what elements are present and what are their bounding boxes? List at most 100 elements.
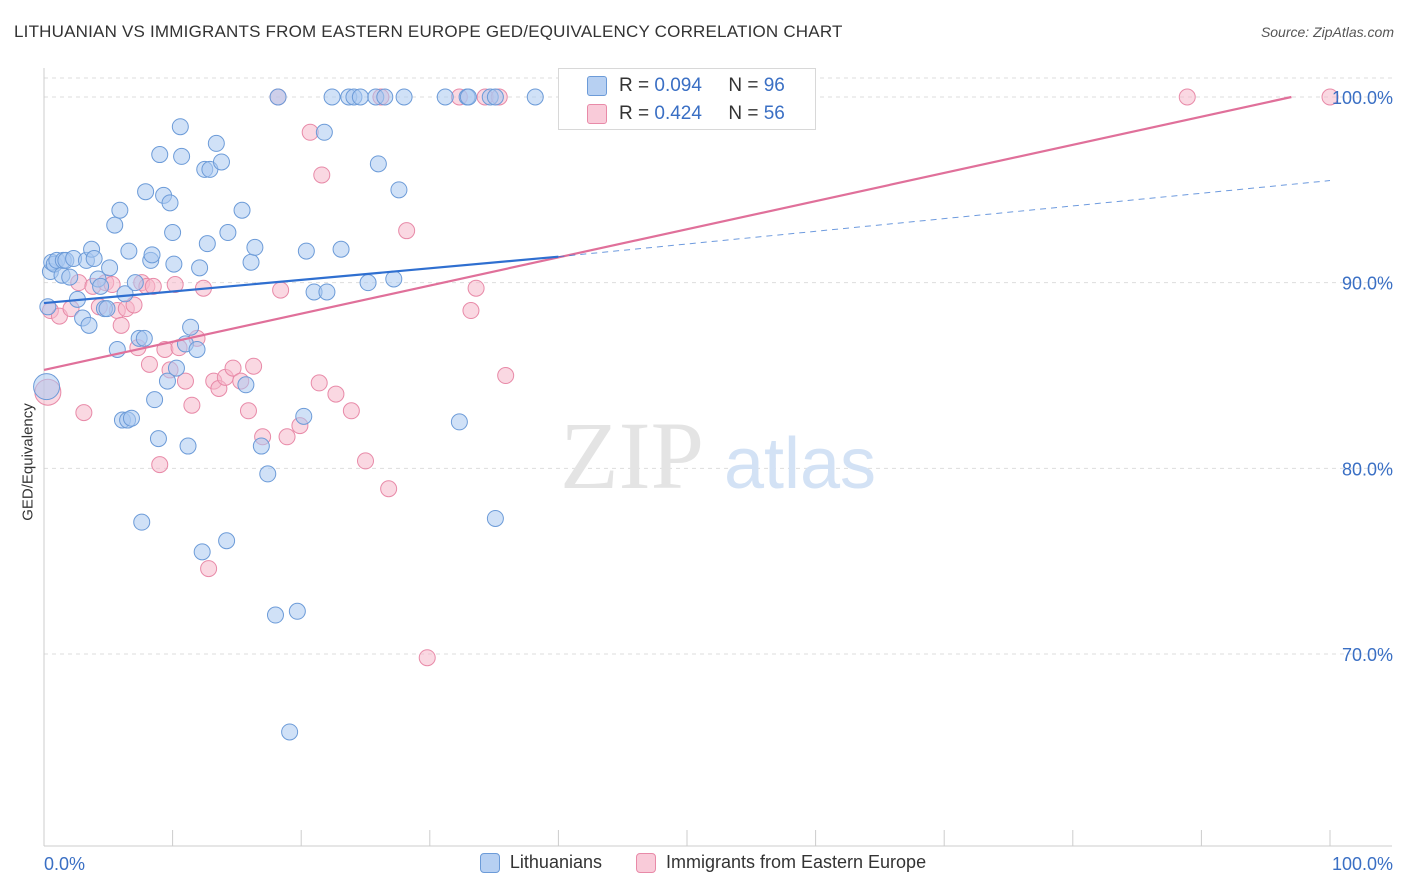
data-point: [398, 222, 416, 240]
data-point: [242, 253, 260, 271]
data-point: [418, 649, 436, 667]
data-point: [436, 88, 454, 106]
chart-title: LITHUANIAN VS IMMIGRANTS FROM EASTERN EU…: [14, 22, 843, 41]
r-label: R =: [619, 103, 650, 124]
n-value: 96: [763, 75, 785, 96]
data-point: [497, 367, 515, 384]
data-point: [252, 437, 270, 455]
data-point: [259, 465, 277, 483]
data-point: [272, 281, 290, 299]
data-point: [164, 224, 182, 242]
watermark-atlas: atlas: [724, 424, 876, 504]
n-label: N =: [728, 75, 759, 96]
data-point: [224, 359, 242, 377]
axes: [43, 68, 1392, 847]
y-tick-label: 100.0%: [1332, 88, 1393, 108]
data-point: [173, 147, 191, 165]
trend-lines: [43, 95, 1331, 372]
data-point: [351, 88, 369, 106]
r-value: 0.094: [654, 75, 702, 96]
data-point: [143, 246, 161, 264]
watermark: ZIP atlas: [560, 402, 876, 509]
data-point: [332, 240, 350, 258]
data-point: [266, 606, 284, 624]
n-value: 56: [763, 103, 785, 124]
stats-row-lithuanians: R = 0.094 N = 96: [587, 73, 785, 99]
data-point: [106, 216, 124, 234]
data-point: [310, 374, 328, 392]
data-point: [182, 318, 200, 336]
data-point: [135, 329, 153, 347]
data-point: [297, 242, 315, 260]
data-point: [269, 88, 287, 106]
data-point: [101, 259, 119, 277]
data-point: [200, 560, 218, 578]
trend-line-lithuanians: [43, 255, 559, 305]
data-point: [183, 396, 201, 414]
series-legend: Lithuanians Immigrants from Eastern Euro…: [0, 852, 1406, 873]
x-tick-label: 100.0%: [1332, 854, 1393, 874]
data-point: [315, 123, 333, 141]
data-point: [342, 402, 360, 420]
data-point: [376, 88, 394, 106]
data-point: [245, 357, 263, 375]
tick-labels: 70.0% 80.0% 90.0% 100.0% 0.0% 100.0%: [44, 88, 1393, 874]
data-point: [281, 723, 299, 741]
data-point: [359, 274, 377, 292]
data-point: [122, 409, 140, 427]
data-point: [171, 118, 189, 136]
data-point: [125, 296, 143, 314]
data-point: [137, 183, 155, 201]
data-point: [327, 385, 345, 403]
data-point: [158, 372, 176, 390]
data-point: [278, 428, 296, 446]
data-point: [85, 250, 103, 268]
data-point: [112, 316, 130, 334]
data-point: [467, 279, 485, 297]
data-point: [301, 123, 319, 141]
data-point: [233, 201, 251, 219]
data-point: [80, 316, 98, 334]
y-tick-label: 80.0%: [1342, 459, 1393, 479]
r-value: 0.424: [654, 103, 702, 124]
data-point: [126, 274, 144, 292]
data-point: [323, 88, 341, 106]
data-point: [486, 509, 504, 527]
data-point: [1321, 88, 1339, 106]
data-point: [239, 402, 257, 420]
legend-item-lithuanians[interactable]: Lithuanians: [479, 852, 602, 873]
data-point: [246, 238, 264, 256]
x-tick-label: 0.0%: [44, 854, 85, 874]
data-point: [237, 376, 255, 394]
r-label: R =: [619, 75, 650, 96]
stats-swatch-pink: [587, 104, 607, 124]
stats-row-immigrants: R = 0.424 N = 56: [587, 101, 785, 127]
data-point: [92, 277, 110, 295]
data-point: [75, 404, 93, 422]
data-point: [390, 181, 408, 199]
legend-item-immigrants[interactable]: Immigrants from Eastern Europe: [635, 852, 927, 873]
data-point: [144, 277, 162, 295]
data-point: [146, 391, 164, 409]
data-point: [116, 285, 134, 303]
data-point: [313, 166, 331, 184]
data-point: [526, 88, 544, 106]
series-immigrants-points: [34, 88, 1339, 667]
source-credit: Source: ZipAtlas.com: [1260, 24, 1394, 40]
watermark-zip: ZIP: [560, 402, 704, 509]
data-point: [385, 270, 403, 288]
data-point: [357, 452, 374, 470]
data-point: [486, 88, 504, 106]
data-point: [207, 134, 225, 152]
data-point: [179, 437, 197, 455]
n-label: N =: [728, 103, 759, 124]
data-point: [198, 235, 216, 253]
legend-label-immigrants: Immigrants from Eastern Europe: [665, 852, 927, 872]
data-point: [120, 242, 138, 260]
data-point: [462, 302, 480, 320]
data-point: [191, 259, 209, 277]
data-point: [318, 283, 336, 301]
data-point: [161, 194, 179, 212]
y-tick-label: 70.0%: [1342, 645, 1393, 665]
